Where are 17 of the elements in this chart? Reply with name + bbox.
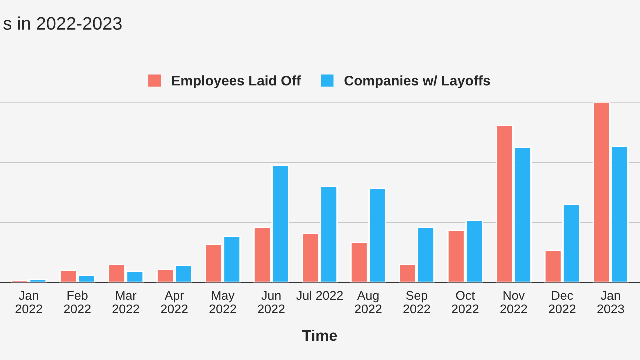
x-tick-label: Jul 2022 — [296, 290, 344, 300]
x-tick-label: Jan 2022 — [16, 291, 42, 314]
x-tick-label: Oct 2022 — [452, 291, 479, 314]
legend-label: Employees Laid Off — [172, 76, 302, 89]
legend-label: Companies w/ Layoffs — [344, 76, 490, 89]
x-tick-label: Jun 2022 — [258, 291, 285, 314]
x-tick-label: Sep 2022 — [404, 291, 430, 314]
chart-title: s in 2022-2023 — [4, 16, 122, 30]
x-tick-label: Feb 2022 — [64, 290, 91, 314]
x-tick-label: Jan 2023 — [598, 291, 624, 314]
x-tick-label: Aug 2022 — [355, 291, 382, 314]
x-tick-label: Dec 2022 — [549, 291, 576, 314]
x-tick-label: Nov 2022 — [500, 291, 528, 314]
x-tick-label: May 2022 — [210, 291, 236, 314]
x-tick-label: Mar 2022 — [112, 291, 140, 314]
x-tick-label: Apr 2022 — [161, 291, 188, 314]
x-axis-title: Time — [302, 330, 338, 342]
